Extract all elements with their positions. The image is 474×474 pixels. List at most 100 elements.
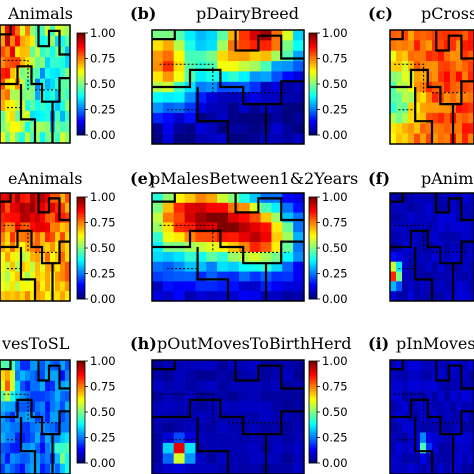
colorbar-step (77, 124, 85, 128)
heatmap-cell (55, 222, 61, 233)
heatmap-cell (184, 212, 196, 223)
colorbar-step (77, 81, 85, 85)
heatmap-cell (35, 271, 41, 282)
heatmap-cell (173, 453, 185, 464)
heatmap-cell (444, 92, 451, 103)
heatmap-cell (40, 35, 46, 47)
heatmap-cell (396, 291, 403, 302)
heatmap-cell (10, 261, 16, 272)
heatmap-cell (228, 61, 240, 72)
heatmap-cell (462, 281, 469, 292)
colorbar-h: 1.000.750.500.250.00 (308, 354, 348, 470)
colorbar-step (77, 457, 85, 461)
colorbar-tick-label: 0.50 (90, 77, 116, 91)
heatmap-cell (206, 232, 218, 243)
heatmap-cell (456, 401, 463, 413)
heatmap-cell (195, 442, 207, 454)
colorbar-step (309, 286, 317, 290)
heatmap-cell (60, 67, 66, 79)
heatmap-cell (217, 202, 229, 213)
heatmap-cell (444, 380, 451, 392)
heatmap-cell (396, 271, 403, 282)
heatmap-cell (162, 370, 175, 382)
heatmap-cell (438, 193, 445, 204)
heatmap-cell (282, 123, 294, 134)
colorbar-tick-label: 0.00 (322, 456, 348, 470)
heatmap-cell (293, 102, 305, 114)
heatmap-cell (238, 50, 251, 62)
colorbar-step (309, 61, 317, 64)
colorbar-step (77, 293, 85, 297)
heatmap-cell (408, 453, 415, 464)
colorbar-step (309, 281, 317, 285)
heatmap-cell (25, 46, 31, 58)
heatmap-cell (414, 432, 421, 444)
colorbar-step (77, 45, 85, 49)
heatmap-cell (184, 50, 196, 62)
colorbar-step (77, 225, 85, 228)
heatmap-cell (55, 380, 61, 392)
heatmap-cell (468, 401, 474, 413)
colorbar-step (309, 409, 317, 413)
colorbar-step (77, 378, 85, 382)
heatmap-cell (432, 281, 439, 292)
heatmap-cell (249, 61, 261, 72)
heatmap-cell (438, 71, 445, 83)
colorbar-step (77, 237, 85, 241)
heatmap-cell (402, 281, 409, 292)
heatmap-cell (228, 442, 240, 454)
heatmap-cell (40, 442, 46, 454)
heatmap-cell (0, 251, 6, 263)
heatmap-cell (249, 71, 261, 83)
heatmap-cell (206, 133, 218, 145)
heatmap-cell (444, 202, 451, 213)
heatmap-cell (238, 123, 251, 134)
heatmap-cell (60, 222, 66, 233)
heatmap-cell (65, 271, 71, 282)
heatmap-cell (228, 281, 240, 292)
heatmap-cell (40, 57, 46, 69)
heatmap-cell (414, 380, 421, 392)
colorbar-step (77, 258, 85, 262)
heatmap-cell (20, 222, 26, 233)
colorbar-step (309, 63, 317, 67)
heatmap-cell (60, 35, 66, 47)
heatmap-cell (438, 232, 445, 243)
heatmap-cell (271, 50, 283, 62)
panel-title: vesToSL (1, 334, 70, 353)
heatmap-cell (152, 40, 164, 52)
heatmap-cell (217, 92, 229, 103)
heatmap-cell (65, 100, 71, 112)
heatmap-cell (20, 411, 26, 423)
heatmap-cell (60, 291, 66, 302)
heatmap-cell (152, 422, 164, 433)
heatmap-cell (456, 102, 463, 114)
colorbar-step (309, 212, 317, 216)
heatmap-cell (249, 112, 261, 124)
heatmap-cell (444, 401, 451, 413)
heatmap-cell (426, 61, 433, 72)
heatmap-cell (45, 242, 51, 253)
heatmap-cell (462, 422, 469, 433)
heatmap-cell (60, 380, 66, 392)
heatmap-cell (420, 271, 427, 282)
colorbar-step (77, 429, 85, 433)
heatmap-cell (414, 251, 421, 263)
heatmap-cell (50, 222, 56, 233)
heatmap-cell (173, 212, 185, 223)
heatmap-cell (414, 193, 421, 204)
heatmap-cell (468, 222, 474, 233)
colorbar-step (309, 391, 317, 395)
heatmap-cell (402, 442, 409, 454)
heatmap-cell (408, 281, 415, 292)
heatmap-cell (10, 370, 16, 382)
panel-letter: (h) (130, 334, 157, 353)
heatmap-cell (260, 92, 272, 103)
heatmap-cell (456, 71, 463, 83)
colorbar-step (309, 209, 317, 213)
heatmap-cell (40, 401, 46, 413)
heatmap-cell (65, 291, 71, 302)
heatmap-cell (402, 202, 409, 213)
colorbar-step (77, 363, 85, 367)
